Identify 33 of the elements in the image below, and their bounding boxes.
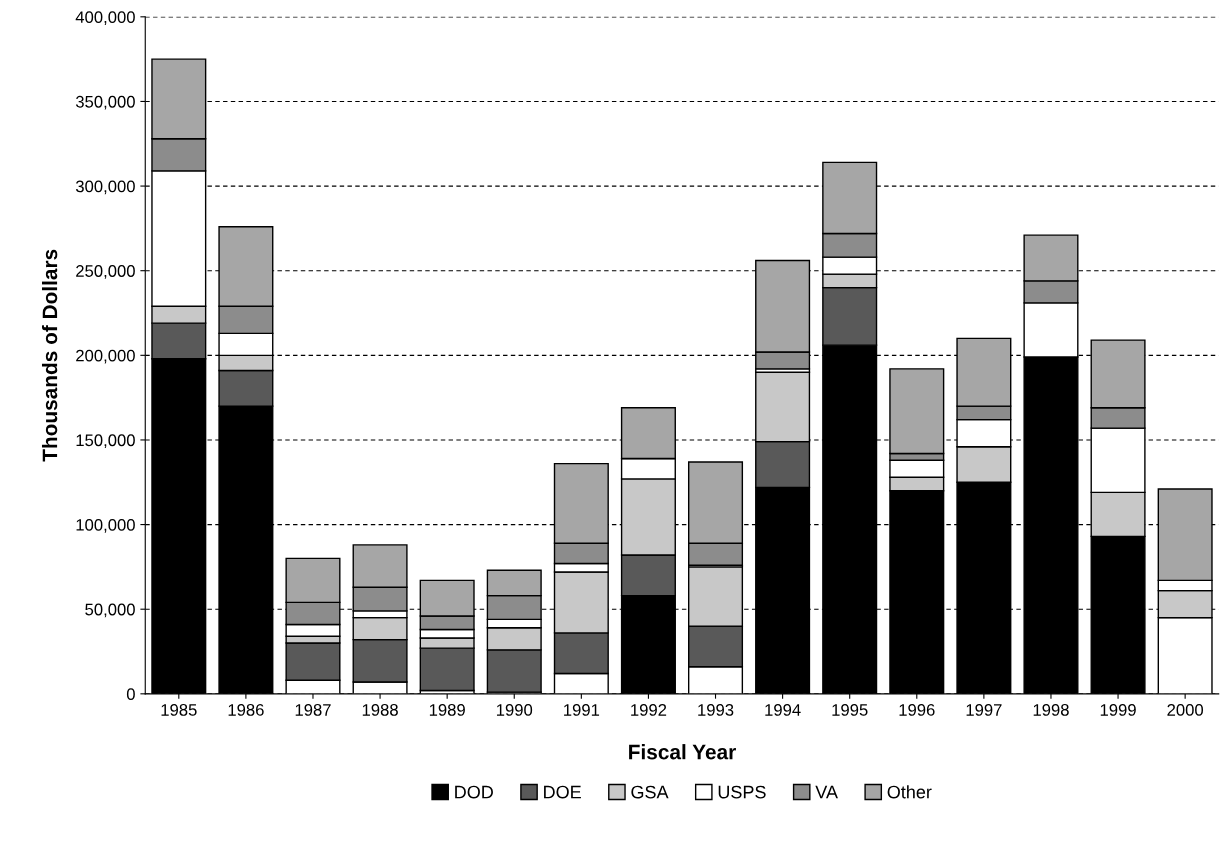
y-tick-label: 300,000 (75, 180, 135, 195)
y-tick-label: 200,000 (76, 349, 135, 364)
x-tick-label: 1996 (899, 703, 935, 716)
x-tick-label: 1998 (1033, 703, 1069, 716)
x-tick-label: 1992 (631, 703, 667, 716)
legend-label: DOD (455, 785, 493, 799)
x-tick-label: 1990 (496, 703, 533, 716)
x-tick-label: 1987 (295, 703, 331, 716)
y-tick-label: 350,000 (75, 95, 135, 110)
x-tick-label: 1997 (966, 703, 1002, 716)
x-tick-label: 1994 (765, 703, 801, 716)
x-tick-label: 1985 (161, 703, 197, 716)
legend-label: VA (815, 785, 838, 799)
y-axis-title: Thousands of Dollars (41, 249, 58, 462)
y-tick-label: 250,000 (76, 265, 135, 279)
x-tick-label: 1986 (228, 703, 264, 716)
legend-label: USPS (718, 785, 766, 799)
x-tick-label: 1988 (362, 703, 398, 716)
legend-label: DOE (544, 785, 581, 799)
x-tick-label: 2000 (1167, 703, 1204, 716)
x-tick-label: 1999 (1100, 703, 1136, 716)
x-tick-label: 1993 (698, 703, 734, 716)
x-tick-label: 1989 (429, 703, 465, 716)
x-tick-label: 1991 (564, 703, 600, 716)
x-tick-label: 1995 (832, 703, 868, 716)
y-tick-label: 0 (126, 688, 135, 701)
x-axis-title: Fiscal Year (629, 744, 736, 760)
y-tick-label: 400,000 (75, 11, 135, 25)
y-tick-label: 150,000 (76, 434, 135, 449)
legend-label: Other (887, 785, 932, 799)
y-tick-label: 100,000 (76, 518, 135, 533)
legend-label: GSA (631, 785, 669, 799)
y-tick-label: 50,000 (85, 603, 135, 618)
